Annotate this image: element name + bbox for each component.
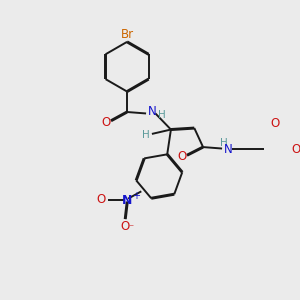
Text: N: N [148,105,157,118]
Text: O: O [271,117,280,130]
Text: O: O [97,193,106,206]
Text: N: N [122,194,133,207]
Text: O: O [291,143,300,156]
Text: N: N [224,142,233,156]
Text: +: + [132,191,140,201]
Text: H: H [142,130,150,140]
Text: O: O [177,150,186,163]
Text: O: O [101,116,110,129]
Text: H: H [158,110,166,120]
Text: ⁻: ⁻ [128,223,133,233]
Text: H: H [220,138,227,148]
Text: Br: Br [121,28,134,41]
Text: O: O [120,220,129,233]
